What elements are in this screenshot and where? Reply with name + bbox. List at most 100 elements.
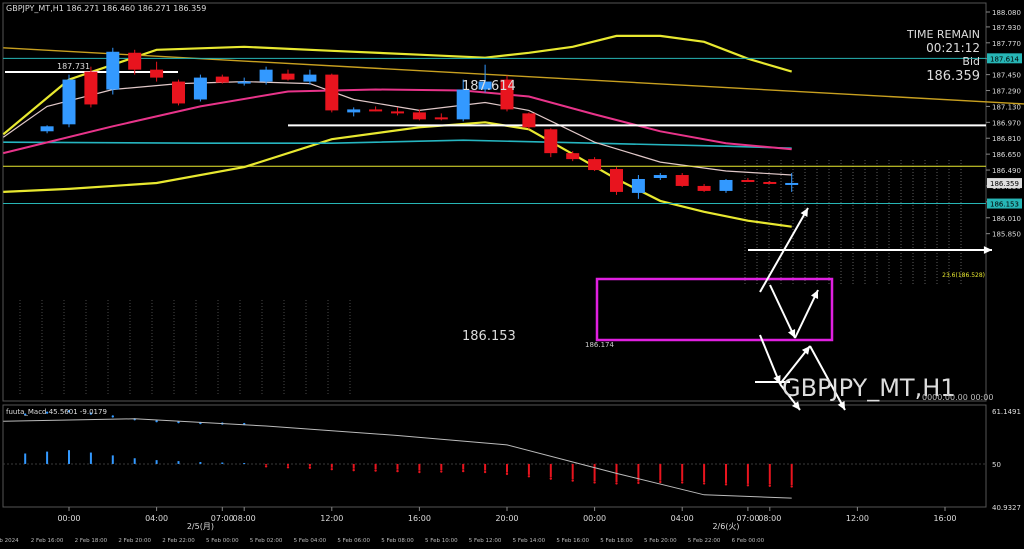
macd-dot xyxy=(681,481,684,484)
macd-dot xyxy=(286,466,290,469)
macd-dot xyxy=(746,484,750,487)
session-time-label: 5 Feb 16:00 xyxy=(556,538,589,544)
axes-layer: 188.080187.930187.770187.610187.450187.2… xyxy=(0,9,1022,544)
time-tick-label: 12:00 xyxy=(846,514,869,523)
ichimoku-cloud-layer xyxy=(19,160,962,395)
bull-candle xyxy=(347,109,361,113)
macd-dot xyxy=(24,413,27,416)
price-marker-label: 187.614 xyxy=(990,55,1019,63)
arrow-rebound xyxy=(794,289,819,339)
bear-candle xyxy=(434,117,448,120)
macd-signal-line xyxy=(3,418,792,499)
bear-candle xyxy=(215,76,229,83)
session-time-label: 2 Feb 20:00 xyxy=(118,538,151,544)
bull-candle xyxy=(478,81,492,90)
session-time-label: 2 Feb 2024 xyxy=(0,538,19,544)
arrow-up-breakout-head xyxy=(800,208,808,217)
bull-candle xyxy=(785,182,799,185)
bear-candle xyxy=(281,73,295,80)
price-tick-label: 187.770 xyxy=(992,40,1021,48)
macd-dot xyxy=(593,481,596,484)
price-tick-label: 187.290 xyxy=(992,88,1021,96)
bull-candle xyxy=(40,126,54,132)
price-marker-label: 186.359 xyxy=(990,180,1019,188)
downward-trendline xyxy=(3,47,1024,105)
session-time-label: 6 Feb 00:00 xyxy=(732,538,765,544)
arrow-down-retest xyxy=(769,284,796,339)
bear-candle xyxy=(675,175,689,186)
bull-candle xyxy=(193,77,207,100)
arrow-pullback-head xyxy=(801,346,810,355)
macd-dot xyxy=(440,470,443,473)
bear-candle xyxy=(128,52,142,70)
bear-candle xyxy=(325,74,339,111)
moving-average-layer xyxy=(2,47,1024,205)
bear-candle xyxy=(763,181,777,184)
session-time-label: 2 Feb 16:00 xyxy=(31,538,64,544)
price-marker-badge xyxy=(987,178,1022,189)
symbol-header: GBPJPY_MT,H1 186.271 186.460 186.271 186… xyxy=(6,4,206,13)
macd-dot xyxy=(615,482,618,485)
session-time-label: 5 Feb 18:00 xyxy=(600,538,633,544)
arrow-down-continue xyxy=(809,345,846,411)
upper-level-label: 187.614 xyxy=(462,79,516,94)
day-label: 2/5(月) xyxy=(187,522,214,531)
ma-cyan-line xyxy=(3,139,792,149)
macd-dot xyxy=(374,469,377,472)
day-label: 2/6(火) xyxy=(712,522,739,531)
time-tick-label: 08:00 xyxy=(758,514,781,523)
arrow-up-breakout xyxy=(759,207,809,293)
macd-dot xyxy=(352,468,355,472)
session-time-label: 5 Feb 08:00 xyxy=(381,538,414,544)
macd-dot xyxy=(637,481,640,485)
macd-dot xyxy=(111,415,115,418)
bear-candle xyxy=(588,159,602,171)
bull-candle xyxy=(631,178,645,193)
bear-candle xyxy=(610,169,623,192)
low-marker-label: 186.174 xyxy=(585,341,614,349)
macd-tick-label: 61.1491 xyxy=(992,408,1021,416)
arrow-down-retest-head xyxy=(788,329,796,338)
macd-dot xyxy=(790,485,793,488)
macd-dot xyxy=(549,477,552,480)
session-time-label: 5 Feb 22:00 xyxy=(688,538,721,544)
session-time-label: 5 Feb 20:00 xyxy=(644,538,677,544)
macd-layer xyxy=(3,410,986,499)
macd-dot xyxy=(264,465,268,468)
session-time-label: 5 Feb 14:00 xyxy=(513,538,546,544)
price-tick-label: 188.080 xyxy=(992,9,1021,17)
macd-dot xyxy=(702,482,706,485)
bull-candle xyxy=(653,175,667,178)
bear-candle xyxy=(544,129,558,154)
bear-candle xyxy=(697,185,711,191)
macd-tick-label: 40.9327 xyxy=(992,504,1021,512)
time-tick-label: 07:00 xyxy=(211,514,234,523)
macd-dot xyxy=(330,467,333,471)
time-remain-label: TIME REMAIN xyxy=(906,28,980,41)
macd-panel-frame xyxy=(2,404,987,508)
macd-dot xyxy=(505,472,509,476)
price-tick-label: 186.810 xyxy=(992,135,1021,143)
macd-dot xyxy=(89,412,93,415)
bear-candle xyxy=(741,179,755,182)
time-tick-label: 00:00 xyxy=(57,514,80,523)
bid-value: 186.359 xyxy=(926,69,980,84)
arrow-down-small-head xyxy=(791,401,800,410)
bear-candle xyxy=(412,112,426,120)
macd-dot xyxy=(45,411,49,414)
bear-candle xyxy=(522,113,536,128)
bear-candle xyxy=(566,153,580,160)
macd-dot xyxy=(483,470,487,474)
time-tick-label: 16:00 xyxy=(933,514,956,523)
price-tick-label: 187.930 xyxy=(992,24,1021,32)
macd-dot xyxy=(155,420,158,423)
macd-dot xyxy=(768,484,771,487)
bull-candle xyxy=(62,79,76,125)
high-marker-label: 187.731 xyxy=(57,62,90,71)
price-tick-label: 186.970 xyxy=(992,119,1021,127)
bear-candle xyxy=(84,71,98,105)
arrow-down-continue-head xyxy=(837,401,845,410)
macd-dot xyxy=(659,480,662,484)
price-tick-label: 186.010 xyxy=(992,215,1021,223)
